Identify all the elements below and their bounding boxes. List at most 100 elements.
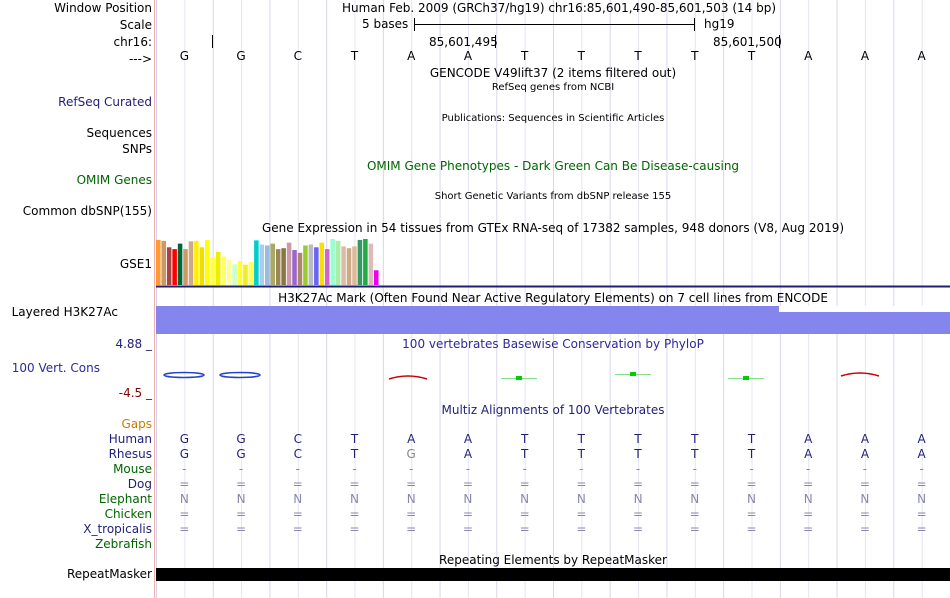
alignment-base: T — [350, 432, 359, 446]
dbsnp-track-label[interactable]: Common dbSNP(155) — [22, 204, 152, 218]
alignment-base: A — [860, 447, 870, 461]
alignment-base: - — [409, 462, 414, 476]
gtex-bar — [314, 247, 319, 285]
alignment-base: = — [236, 477, 247, 491]
alignment-base: N — [179, 492, 189, 506]
alignment-base: = — [349, 507, 360, 521]
refseq-track-label[interactable]: RefSeq Curated — [58, 95, 152, 109]
track-divider — [154, 0, 155, 598]
alignment-base: = — [519, 507, 530, 521]
h3k27-track-title: H3K27Ac Mark (Often Found Near Active Re… — [278, 291, 828, 305]
alignment-base: - — [465, 462, 471, 476]
alignment-base: N — [803, 492, 813, 506]
gtex-track-label[interactable]: GSE1 — [119, 257, 152, 271]
gtex-bar — [199, 247, 205, 285]
alignment-base: = — [292, 507, 303, 521]
species-label[interactable]: Human — [108, 432, 152, 446]
alignment-base: G — [179, 447, 189, 461]
repeat-track-title: Repeating Elements by RepeatMasker — [439, 553, 667, 567]
gtex-bar — [297, 252, 303, 285]
phylop-min-label: -4.5 _ — [118, 386, 152, 400]
species-label[interactable]: Dog — [127, 477, 152, 491]
alignment-base: N — [690, 492, 700, 506]
gtex-bar — [330, 239, 335, 285]
alignment-base: = — [576, 522, 587, 536]
gtex-bar — [357, 239, 363, 285]
alignment-base: N — [747, 492, 756, 506]
gtex-bar — [352, 246, 357, 285]
species-label[interactable]: Mouse — [113, 462, 152, 476]
alignment-base: N — [293, 492, 303, 506]
alignment-base: = — [633, 477, 644, 491]
alignment-base: = — [916, 507, 927, 521]
gtex-bar — [270, 243, 275, 285]
species-label[interactable]: Rhesus — [108, 447, 152, 461]
alignment-base: T — [520, 447, 529, 461]
base-letter: A — [860, 49, 870, 63]
alignment-base: A — [860, 432, 870, 446]
species-label[interactable]: Elephant — [98, 492, 152, 506]
base-letter: G — [236, 49, 246, 63]
position-tick-2: 85,601,500 — [713, 35, 782, 49]
alignment-base: = — [803, 522, 814, 536]
gaps-track-label[interactable]: Gaps — [121, 417, 152, 431]
omim-track-label[interactable]: OMIM Genes — [76, 173, 152, 187]
phylop-red-peak — [840, 372, 880, 377]
gtex-bar — [281, 248, 286, 285]
alignment-base: = — [236, 522, 247, 536]
alignment-base: - — [295, 462, 300, 476]
alignment-base: - — [522, 462, 527, 476]
species-label[interactable]: Chicken — [104, 507, 152, 521]
alignment-base: = — [916, 522, 927, 536]
gtex-bar — [324, 249, 330, 285]
scale-label: Scale — [119, 18, 152, 32]
alignment-base: G — [236, 447, 246, 461]
h3k27-track-label[interactable]: Layered H3K27Ac — [11, 305, 118, 319]
gencode-track-title[interactable]: GENCODE V49lift37 (2 items filtered out) — [429, 66, 677, 80]
alignment-base: = — [292, 477, 303, 491]
alignment-base: T — [577, 447, 586, 461]
alignment-base: = — [746, 507, 757, 521]
gtex-bar — [221, 256, 226, 285]
window-position-value: Human Feb. 2009 (GRCh37/hg19) chr16:85,6… — [342, 1, 777, 15]
alignment-base: = — [349, 477, 360, 491]
alignment-base: T — [691, 447, 699, 461]
species-label[interactable]: Zebrafish — [95, 537, 152, 551]
alignment-base: = — [859, 477, 870, 491]
alignment-base: - — [352, 462, 357, 476]
alignment-base: T — [520, 432, 529, 446]
species-label[interactable]: X_tropicalis — [83, 522, 152, 536]
phylop-green-bar — [630, 372, 636, 376]
alignment-base: C — [293, 432, 302, 446]
alignment-base: - — [635, 462, 641, 476]
alignment-base: = — [236, 507, 247, 521]
sequences-track-label[interactable]: Sequences — [86, 126, 152, 140]
repeat-track-label[interactable]: RepeatMasker — [66, 567, 152, 581]
alignment-base: A — [804, 447, 813, 461]
omim-track-title: OMIM Gene Phenotypes - Dark Green Can Be… — [366, 159, 740, 173]
alignment-base: A — [407, 432, 416, 446]
snps-track-label[interactable]: SNPs — [122, 142, 152, 156]
alignment-base: N — [350, 492, 359, 506]
refseq-track-title: RefSeq genes from NCBI — [491, 82, 615, 93]
alignment-base: - — [919, 462, 924, 476]
alignment-base: = — [859, 522, 870, 536]
scale-text: 5 bases — [362, 17, 409, 31]
alignment-base: N — [576, 492, 586, 506]
alignment-base: = — [519, 477, 530, 491]
gtex-bar — [275, 249, 281, 285]
gtex-track-title: Gene Expression in 54 tissues from GTEx … — [261, 221, 845, 235]
alignment-base: T — [350, 447, 359, 461]
phylop-track-title: 100 vertebrates Basewise Conservation by… — [402, 337, 704, 351]
window-position-label: Window Position — [54, 1, 152, 15]
gtex-bar — [254, 240, 259, 285]
base-letter: T — [520, 49, 529, 63]
alignment-base: = — [406, 507, 417, 521]
gtex-bar — [374, 270, 379, 285]
alignment-base: = — [406, 477, 417, 491]
alignment-base: - — [579, 462, 584, 476]
alignment-base: N — [917, 492, 927, 506]
alignment-base: N — [633, 492, 643, 506]
phylop-track-label[interactable]: 100 Vert. Cons — [11, 361, 100, 375]
